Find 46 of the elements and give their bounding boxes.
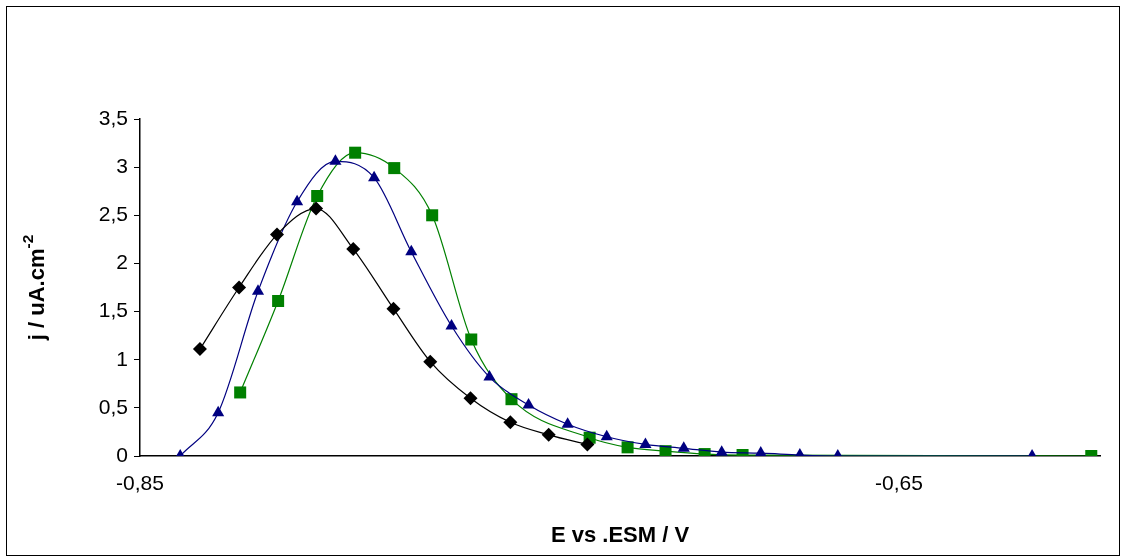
y-tick-label: 0,5 [98,394,128,418]
point [388,162,401,175]
x-axis-title: E vs .ESM / V [550,522,690,548]
point [232,280,247,295]
point [621,441,634,454]
point [349,146,362,159]
point [483,370,496,381]
point [291,194,304,206]
point [346,241,361,256]
point [677,441,690,452]
point [465,333,478,346]
point [600,429,613,441]
point [505,393,518,406]
y-tick-label: 0 [116,442,128,466]
point [423,354,438,369]
y-tick-label: 3 [116,153,128,177]
point [251,284,265,295]
point [309,201,324,216]
y-tick-label: 3,5 [98,105,128,129]
y-tick-label: 1,5 [98,298,128,322]
point [269,227,284,242]
point [368,170,381,182]
point [580,437,595,452]
point [192,342,207,357]
point [329,154,342,165]
point [405,244,418,256]
point [541,427,556,442]
point [272,294,285,307]
point [445,319,458,330]
x-tick-label: -0,65 [874,471,923,495]
point [234,386,247,399]
y-axis-title: j / uA.cm-2 [19,234,50,342]
point [386,301,401,316]
y-tick-label: 2,5 [98,202,128,226]
point [503,415,518,430]
x-tick-label: -0,85 [116,471,164,495]
point [311,190,324,203]
point [463,391,478,406]
point [561,417,574,428]
point [639,437,652,448]
point [212,405,225,417]
point [715,445,728,456]
y-tick-label: 1 [116,346,128,370]
y-tick-label: 2 [116,250,128,274]
point [426,209,439,222]
point [754,446,767,456]
